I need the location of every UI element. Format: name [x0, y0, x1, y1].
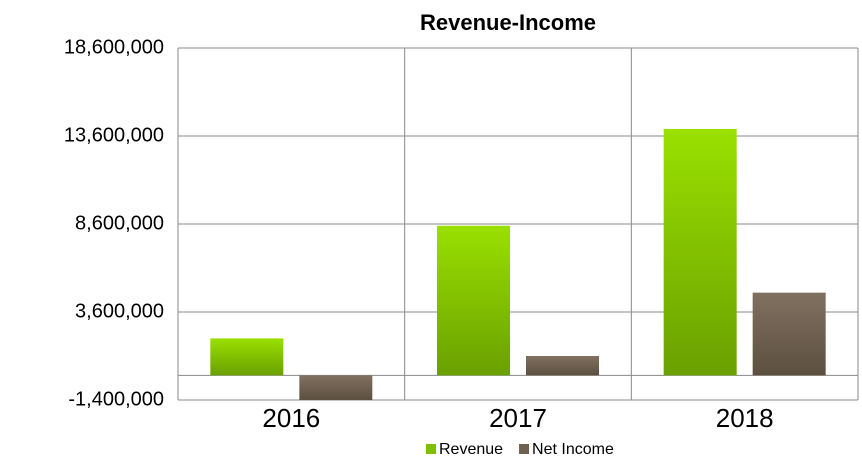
chart-title: Revenue-Income [420, 10, 596, 35]
bar [437, 225, 510, 376]
x-tick-label: 2016 [262, 403, 320, 433]
bar [299, 375, 373, 400]
legend-label: Revenue [439, 441, 503, 458]
x-tick-label: 2018 [716, 403, 774, 433]
legend-swatch [519, 444, 530, 454]
y-tick-label: 18,600,000 [64, 36, 164, 58]
y-tick-label: -1,400,000 [68, 388, 164, 410]
y-tick-label: 3,600,000 [75, 300, 164, 322]
bar [210, 338, 284, 376]
bar [663, 128, 737, 376]
y-tick-label: 8,600,000 [75, 212, 164, 234]
y-tick-label: 13,600,000 [64, 124, 164, 146]
bar [526, 356, 599, 376]
legend-label: Net Income [532, 441, 614, 458]
legend-swatch [426, 444, 436, 454]
bar [752, 292, 826, 376]
x-tick-label: 2017 [489, 403, 547, 433]
